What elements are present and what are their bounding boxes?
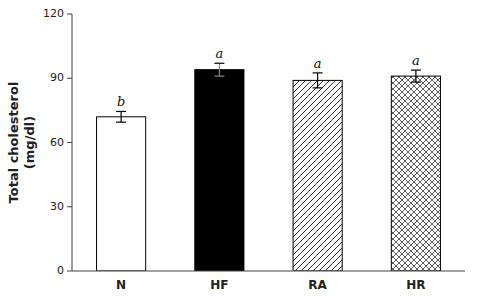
y-tick [67,78,72,79]
error-cap [214,76,224,77]
y-tick-label: 0 [57,264,64,277]
x-tick-label: RA [308,278,327,292]
bar [391,76,440,271]
error-bar [313,73,323,88]
error-cap [411,70,421,71]
y-tick-label: 60 [50,136,64,149]
y-axis-label-line: (mg/dl) [22,116,37,169]
error-cap [116,111,126,112]
chart-container: 0 30 60 90 120 b a a a N HF RA HR Total cholesterol(m… [0,0,479,301]
error-line [415,70,416,82]
bar [195,70,244,271]
x-axis [72,271,465,272]
plot: 0 30 60 90 120 b a a a N HF RA HR [43,7,465,292]
x-tick-label: HF [210,278,228,292]
error-cap [116,122,126,123]
y-tick [67,271,72,272]
error-line [317,73,318,88]
error-line [121,111,122,122]
error-bar [411,70,421,82]
y-tick [67,142,72,143]
error-line [219,63,220,76]
y-tick [67,206,72,207]
y-tick-label: 30 [50,200,64,213]
bar [97,117,146,271]
y-tick-label: 90 [50,71,64,84]
error-cap [214,63,224,64]
error-cap [313,72,323,73]
y-axis [72,14,73,271]
error-cap [313,87,323,88]
y-axis-label-line: Total cholesterol [6,82,21,204]
error-cap [411,82,421,83]
marks [97,63,441,271]
x-tick-label: HR [406,278,425,292]
y-axis-label: Total cholesterol(mg/dl) [6,82,37,204]
chart: 0 30 60 90 120 b a a a N HF RA HR Total cholesterol(m… [0,0,479,301]
significance-label: a [314,56,322,71]
y-tick-label: 120 [43,7,64,20]
x-tick-label: N [116,278,126,292]
error-bar [214,63,224,76]
significance-label: a [412,53,420,68]
y-tick [67,14,72,15]
significance-label: a [215,46,223,61]
significance-label: b [117,94,125,109]
error-bar [116,111,126,122]
bar [293,80,342,271]
